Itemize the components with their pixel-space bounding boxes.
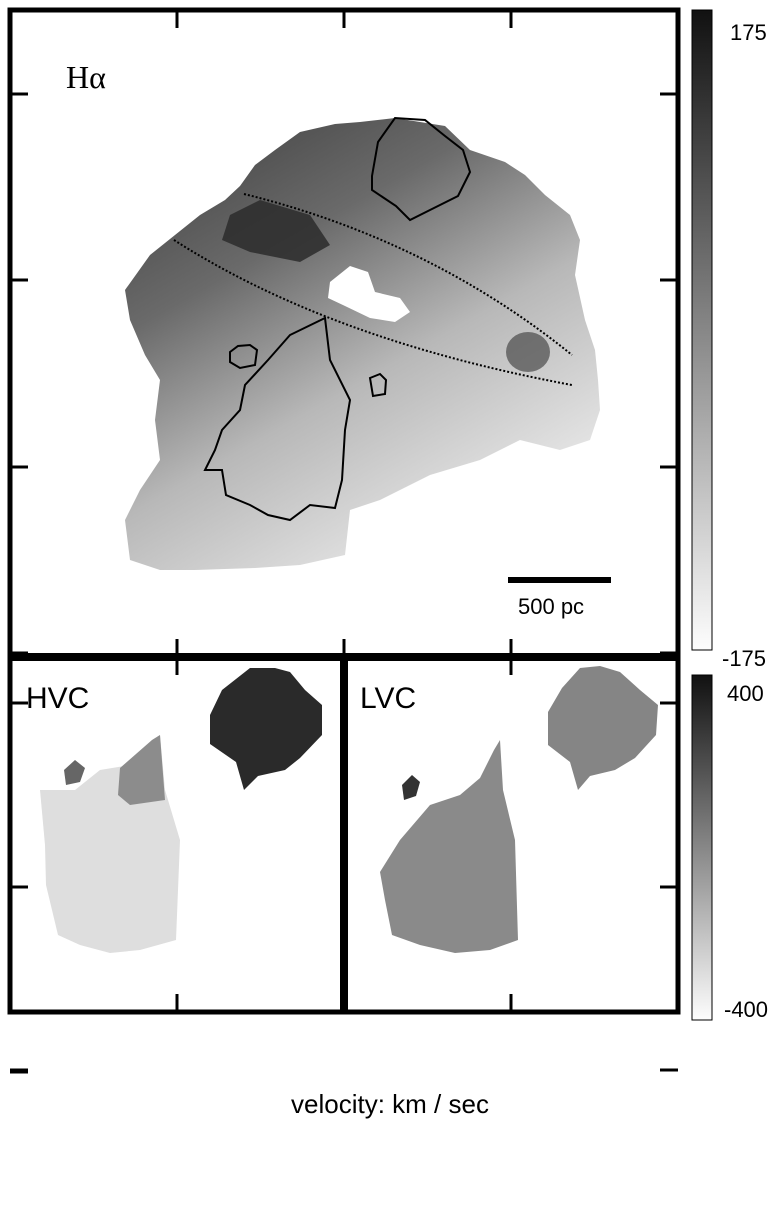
hvc-panel: HVC <box>7 654 347 1074</box>
dark-spot <box>506 332 550 372</box>
halpha-panel: Hα 500 pc <box>7 7 681 660</box>
small-contour-region-left <box>229 343 259 370</box>
bottom-colorbar-min: -400 <box>724 997 768 1022</box>
slit-line-lower <box>173 239 573 386</box>
small-contour-region-right <box>368 372 388 398</box>
lower-contour-region <box>203 316 352 522</box>
velocity-caption: velocity: km / sec <box>291 1089 489 1119</box>
lvc-upper-region <box>548 666 658 790</box>
lvc-small-patch <box>402 775 420 800</box>
top-colorbar-gradient <box>691 9 713 651</box>
upper-contour-region <box>371 116 472 222</box>
hvc-upper-region <box>210 668 322 790</box>
top-colorbar-min: -175 <box>722 646 766 671</box>
hvc-gray-patch <box>118 735 165 805</box>
bottom-colorbar-gradient <box>691 674 713 1021</box>
top-colorbar: 175 -175 <box>691 9 767 671</box>
hvc-small-patch <box>64 760 85 785</box>
scale-bar-label: 500 pc <box>518 594 584 619</box>
lvc-lower-region <box>380 740 518 953</box>
lvc-panel-label: LVC <box>360 682 416 715</box>
top-colorbar-max: 175 <box>730 20 767 45</box>
hvc-panel-label: HVC <box>26 682 89 715</box>
dark-region <box>222 200 330 262</box>
halpha-panel-label: Hα <box>66 59 106 95</box>
bottom-colorbar: 400 -400 <box>691 674 768 1022</box>
masked-region <box>328 266 410 322</box>
bottom-colorbar-max: 400 <box>727 681 764 706</box>
lvc-panel: LVC <box>341 654 681 1072</box>
